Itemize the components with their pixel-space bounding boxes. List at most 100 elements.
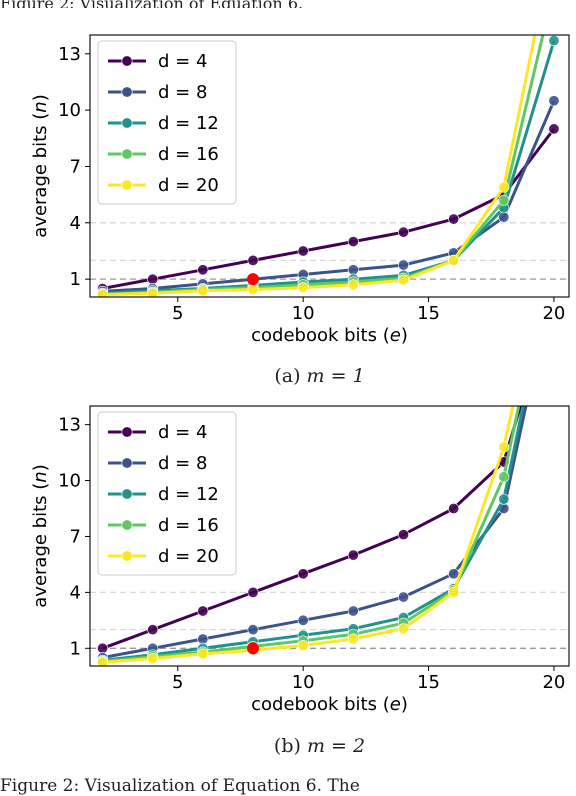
- y-tick-label-10: 10: [58, 471, 81, 492]
- legend-label-d=4: d = 4: [158, 51, 207, 72]
- data-point-d=20-4: [147, 653, 159, 665]
- legend-marker-d=12: [121, 117, 133, 129]
- figure-caption-bottom-fragment: Figure 2: Visualization of Equation 6. T…: [0, 776, 360, 796]
- data-point-d=20-10: [297, 282, 309, 294]
- data-point-d=4-12: [347, 236, 359, 248]
- legend-label-d=4: d = 4: [158, 422, 207, 443]
- legend-label-d=8: d = 8: [158, 453, 207, 474]
- data-point-d=16-18: [498, 194, 510, 206]
- data-point-d=8-12: [347, 605, 359, 617]
- x-axis-label: codebook bits (e): [251, 325, 408, 346]
- series-line-d=4: [102, 127, 556, 290]
- data-point-d=4-4: [147, 273, 159, 285]
- data-point-d=20-6: [197, 648, 209, 660]
- data-point-d=4-16: [448, 213, 460, 225]
- x-axis-label: codebook bits (e): [251, 694, 408, 715]
- plot-area: [90, 233, 569, 666]
- series-line-d=12: [102, 406, 525, 662]
- panel-b: 5 10 15 20 1 4 7 10 13 codebook bits (e) average b…: [30, 233, 570, 757]
- y-tick-label-13: 13: [58, 44, 81, 65]
- series-line-d=20: [102, 406, 515, 664]
- y-axis-label: average bits (n): [30, 464, 51, 607]
- data-point-d=20-16: [448, 586, 460, 598]
- legend-marker-d=4: [121, 55, 133, 67]
- panel-caption: (a) m = 1: [274, 365, 364, 387]
- legend-marker-d=4: [121, 426, 133, 438]
- data-point-d=20-2: [97, 289, 109, 297]
- x-tick-label-15: 15: [417, 303, 440, 324]
- data-point-d=8-12: [347, 264, 359, 276]
- data-point-d=12-20: [548, 35, 560, 47]
- legend-label-d=12: d = 12: [158, 484, 219, 505]
- x-tick-label-10: 10: [292, 303, 315, 324]
- legend-marker-d=8: [121, 86, 133, 98]
- x-tick-label-15: 15: [417, 672, 440, 693]
- data-point-d=20-14: [397, 623, 409, 635]
- legend: [97, 40, 237, 205]
- data-point-d=4-14: [397, 226, 409, 238]
- data-point-d=4-10: [297, 568, 309, 580]
- legend-label-d=20: d = 20: [158, 546, 219, 567]
- legend-marker-d=16: [121, 148, 133, 160]
- panel-caption: (b) m = 2: [274, 735, 365, 757]
- data-point-d=8-14: [397, 259, 409, 271]
- data-point-d=20-2: [97, 656, 109, 666]
- y-tick-label-7: 7: [70, 526, 81, 547]
- legend-marker-d=12: [121, 488, 133, 500]
- data-point-d=8-6: [197, 633, 209, 645]
- data-point-d=20-16: [448, 254, 460, 266]
- panel-a: 5 10 15 20 1 4 7 10 13 codebook bits (e) average b…: [30, 34, 570, 387]
- data-point-d=4-4: [147, 624, 159, 636]
- series-line-d=16: [102, 406, 521, 663]
- data-point-d=20-6: [197, 285, 209, 297]
- x-tick-label-10: 10: [292, 672, 315, 693]
- data-point-d=20-12: [347, 633, 359, 645]
- data-point-d=20-4: [147, 287, 159, 297]
- data-point-d=4-6: [197, 264, 209, 276]
- y-tick-label-7: 7: [70, 156, 81, 177]
- highlight-point: [247, 273, 260, 286]
- legend-label-d=12: d = 12: [158, 113, 219, 134]
- data-point-d=20-18: [498, 181, 510, 193]
- figure-caption-top-fragment: Figure 2: Visualization of Equation 6.: [0, 0, 303, 8]
- y-tick-label-1: 1: [70, 638, 81, 659]
- legend-label-d=20: d = 20: [158, 175, 219, 196]
- data-point-d=8-8: [247, 624, 259, 636]
- series-line-d=4: [101, 406, 523, 650]
- plot-area: [90, 35, 569, 297]
- data-point-d=20-10: [297, 639, 309, 651]
- y-axis-label: average bits (n): [30, 94, 51, 237]
- legend-marker-d=20: [121, 550, 133, 562]
- x-tick-label-20: 20: [542, 303, 565, 324]
- data-point-d=16-20: [549, 233, 559, 243]
- data-point-d=20-8: [247, 283, 259, 295]
- legend-label-d=16: d = 16: [158, 515, 219, 536]
- legend: [97, 411, 237, 576]
- legend-label-d=8: d = 8: [158, 82, 207, 103]
- legend-label-d=16: d = 16: [158, 144, 219, 165]
- highlight-point: [247, 642, 260, 655]
- data-point-d=4-2: [97, 642, 109, 654]
- data-point-d=20-14: [397, 274, 409, 286]
- legend-marker-d=8: [121, 457, 133, 469]
- data-point-d=8-14: [397, 591, 409, 603]
- data-point-d=4-10: [297, 245, 309, 257]
- data-point-d=4-20: [548, 123, 560, 135]
- data-point-d=12-18: [498, 493, 510, 505]
- data-point-d=4-12: [347, 549, 359, 561]
- legend-marker-d=16: [121, 519, 133, 531]
- x-tick-label-5: 5: [172, 672, 183, 693]
- data-point-d=8-10: [297, 614, 309, 626]
- series-line-d=20: [102, 35, 537, 297]
- y-tick-label-4: 4: [70, 582, 81, 603]
- legend-marker-d=20: [121, 179, 133, 191]
- y-tick-label-4: 4: [70, 213, 81, 234]
- x-tick-label-20: 20: [542, 672, 565, 693]
- y-tick-label-13: 13: [58, 415, 81, 436]
- data-point-d=4-14: [397, 529, 409, 541]
- y-tick-label-1: 1: [70, 269, 81, 290]
- y-tick-label-10: 10: [58, 100, 81, 121]
- data-point-d=4-6: [197, 605, 209, 617]
- data-point-d=20-12: [347, 279, 359, 291]
